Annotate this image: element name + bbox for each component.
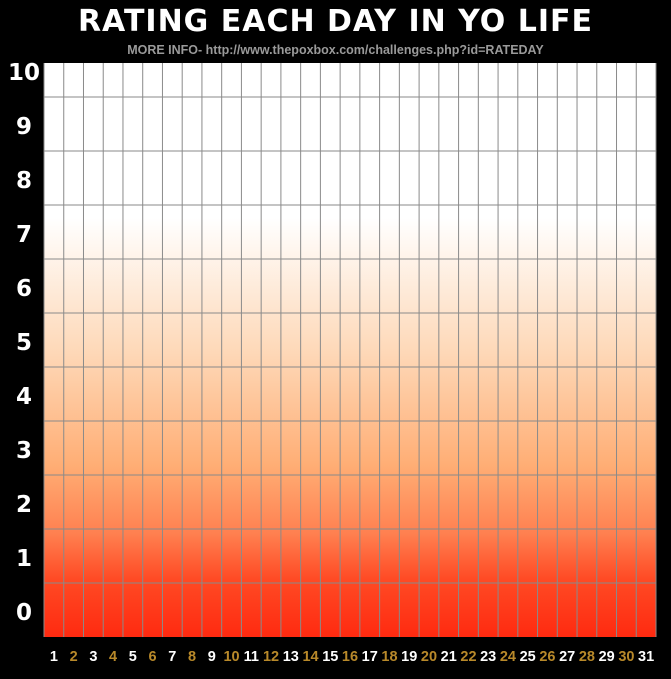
x-tick-label: 3 xyxy=(89,649,97,665)
x-tick-label: 22 xyxy=(460,649,476,665)
plot-area xyxy=(44,63,656,637)
x-tick-label: 16 xyxy=(342,649,358,665)
chart-title: RATING EACH DAY IN YO LIFE xyxy=(77,4,594,39)
x-tick-label: 1 xyxy=(50,649,58,665)
y-tick-label: 3 xyxy=(16,438,32,464)
x-tick-label: 13 xyxy=(283,649,299,665)
y-tick-label: 1 xyxy=(16,546,32,572)
y-tick-label: 4 xyxy=(16,384,32,410)
x-tick-label: 30 xyxy=(618,649,634,665)
x-tick-label: 28 xyxy=(579,649,595,665)
x-tick-label: 8 xyxy=(188,649,196,665)
x-axis-tick-labels: 1 2 3 4 5 6 7 8 9 10 11 12 13 14 15 16 17 18 19 20 21 22 23 24 2… xyxy=(50,649,654,665)
x-tick-label: 23 xyxy=(480,649,496,665)
y-tick-label: 9 xyxy=(16,114,32,140)
vertical-gridlines xyxy=(43,63,657,637)
x-tick-label: 15 xyxy=(322,649,338,665)
x-tick-label: 11 xyxy=(244,649,259,665)
x-tick-label: 18 xyxy=(381,649,397,665)
chart-subtitle: MORE INFO- http://www.thepoxbox.com/chal… xyxy=(127,43,544,57)
y-tick-label: 8 xyxy=(16,168,32,194)
x-tick-label: 20 xyxy=(421,649,437,665)
x-tick-label: 5 xyxy=(129,649,137,665)
y-tick-label: 2 xyxy=(16,492,32,518)
y-axis-tick-labels: 0 1 2 3 4 5 6 7 8 9 10 xyxy=(8,60,40,626)
x-tick-label: 4 xyxy=(109,649,117,665)
x-tick-label: 29 xyxy=(599,649,615,665)
x-tick-label: 21 xyxy=(441,649,457,665)
x-tick-label: 7 xyxy=(168,649,176,665)
x-tick-label: 25 xyxy=(520,649,536,665)
x-tick-label: 26 xyxy=(539,649,555,665)
horizontal-gridlines xyxy=(44,96,656,584)
x-tick-label: 27 xyxy=(559,649,575,665)
y-tick-label: 0 xyxy=(16,600,32,626)
x-tick-label: 19 xyxy=(401,649,417,665)
y-tick-label: 5 xyxy=(16,330,32,356)
x-tick-label: 14 xyxy=(302,649,318,665)
x-tick-label: 6 xyxy=(149,649,157,665)
x-tick-label: 17 xyxy=(362,649,378,665)
y-tick-label: 10 xyxy=(8,60,40,86)
x-tick-label: 9 xyxy=(208,649,216,665)
x-tick-label: 24 xyxy=(500,649,516,665)
y-tick-label: 7 xyxy=(16,222,32,248)
x-tick-label: 31 xyxy=(638,649,654,665)
x-tick-label: 2 xyxy=(70,649,78,665)
x-tick-label: 10 xyxy=(223,649,239,665)
y-tick-label: 6 xyxy=(16,276,32,302)
x-tick-label: 12 xyxy=(263,649,279,665)
